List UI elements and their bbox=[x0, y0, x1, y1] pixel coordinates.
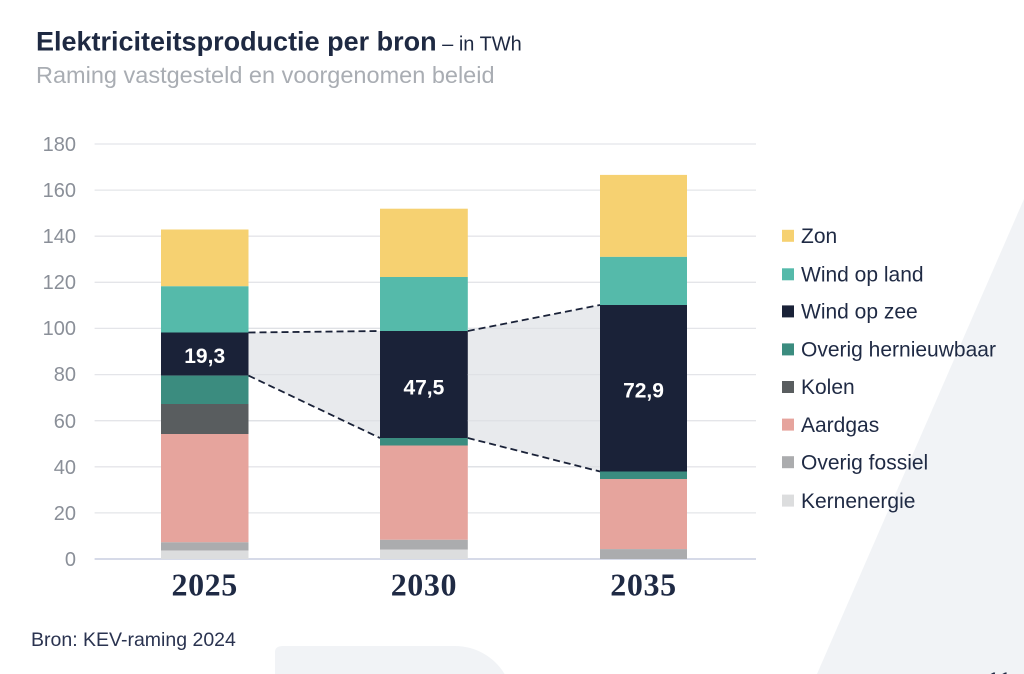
svg-text:180: 180 bbox=[43, 134, 76, 156]
svg-text:Zon: Zon bbox=[801, 225, 837, 248]
svg-text:Kolen: Kolen bbox=[801, 376, 855, 399]
svg-text:80: 80 bbox=[54, 364, 76, 386]
svg-text:72,9: 72,9 bbox=[623, 380, 664, 403]
svg-text:2035: 2035 bbox=[610, 567, 676, 603]
svg-text:Wind op zee: Wind op zee bbox=[801, 301, 918, 324]
svg-text:0: 0 bbox=[65, 549, 76, 571]
svg-text:120: 120 bbox=[43, 272, 76, 294]
svg-text:Elektriciteitsproductie per br: Elektriciteitsproductie per bron – in TW… bbox=[36, 27, 522, 57]
svg-text:47,5: 47,5 bbox=[403, 377, 444, 400]
svg-text:Wind op land: Wind op land bbox=[801, 264, 924, 287]
svg-text:140: 140 bbox=[43, 226, 76, 248]
svg-text:Overig hernieuwbaar: Overig hernieuwbaar bbox=[801, 339, 996, 362]
svg-text:100: 100 bbox=[43, 318, 76, 340]
svg-text:60: 60 bbox=[54, 411, 76, 433]
svg-text:40: 40 bbox=[54, 457, 76, 479]
svg-text:2030: 2030 bbox=[391, 567, 457, 603]
svg-text:Raming vastgesteld en voorgeno: Raming vastgesteld en voorgenomen beleid bbox=[36, 62, 495, 88]
svg-text:Bron: KEV-raming 2024: Bron: KEV-raming 2024 bbox=[31, 629, 236, 651]
svg-text:20: 20 bbox=[54, 503, 76, 525]
svg-text:Aardgas: Aardgas bbox=[801, 414, 879, 437]
svg-text:Kernenergie: Kernenergie bbox=[801, 490, 915, 513]
svg-text:Overig fossiel: Overig fossiel bbox=[801, 451, 928, 474]
svg-text:11: 11 bbox=[985, 667, 1010, 674]
svg-text:160: 160 bbox=[43, 180, 76, 202]
svg-text:19,3: 19,3 bbox=[184, 345, 225, 368]
svg-text:2025: 2025 bbox=[171, 567, 237, 603]
